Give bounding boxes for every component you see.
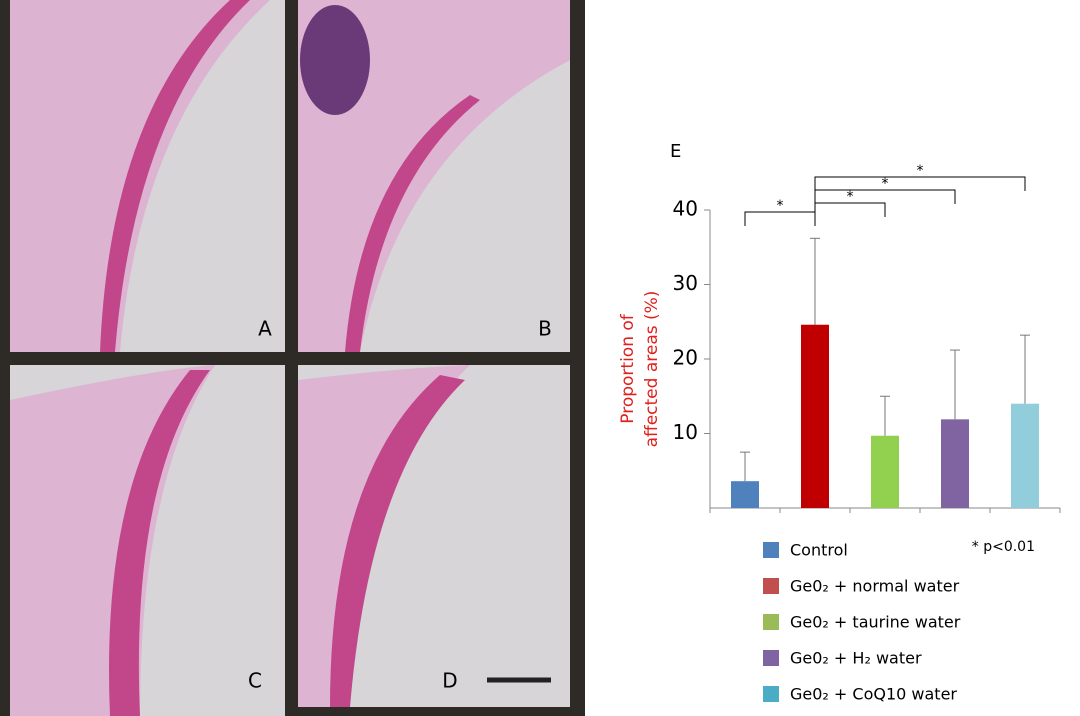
panel-b <box>298 0 570 352</box>
legend-swatch <box>763 542 779 558</box>
bar <box>941 419 969 508</box>
y-axis-label: affected areas (%) <box>642 291 662 448</box>
panel-label: D <box>442 669 457 693</box>
y-tick-label: 30 <box>673 271 698 295</box>
y-axis-label: Proportion of <box>618 313 638 424</box>
legend-swatch <box>763 686 779 702</box>
legend-label: Ge0₂ + taurine water <box>790 613 961 632</box>
panel-label: A <box>258 317 272 341</box>
legend-label: Ge0₂ + CoQ10 water <box>790 685 957 704</box>
significance-label: * <box>777 198 784 214</box>
panel-label: E <box>670 141 681 162</box>
bar <box>801 324 829 508</box>
legend-swatch <box>763 650 779 666</box>
bar <box>1011 403 1039 508</box>
significance-bracket <box>814 189 956 204</box>
histology-panels: A B C D <box>0 0 585 716</box>
panel-a <box>10 0 285 352</box>
significance-label: * <box>882 176 889 192</box>
panel-label: B <box>538 317 552 341</box>
note: * p<0.01 <box>972 539 1035 555</box>
legend-label: Ge0₂ + normal water <box>790 577 960 596</box>
significance-label: * <box>917 163 924 179</box>
panel-c <box>10 365 285 716</box>
panel-label: C <box>248 669 262 693</box>
panel-d <box>298 365 570 707</box>
significance-bracket <box>814 176 1026 191</box>
significance-bracket <box>814 202 886 217</box>
significance-bracket <box>744 211 816 226</box>
legend-swatch <box>763 578 779 594</box>
bar <box>731 481 759 508</box>
legend-swatch <box>763 614 779 630</box>
y-tick-label: 40 <box>673 197 698 221</box>
legend-label: Control <box>790 541 848 560</box>
significance-label: * <box>847 189 854 205</box>
bar <box>871 435 899 508</box>
y-tick-label: 10 <box>673 420 698 444</box>
legend-label: Ge0₂ + H₂ water <box>790 649 922 668</box>
y-tick-label: 20 <box>673 346 698 370</box>
chart: E * p<0.01 10 20 30 40 Proportion of affected… <box>618 141 1061 704</box>
